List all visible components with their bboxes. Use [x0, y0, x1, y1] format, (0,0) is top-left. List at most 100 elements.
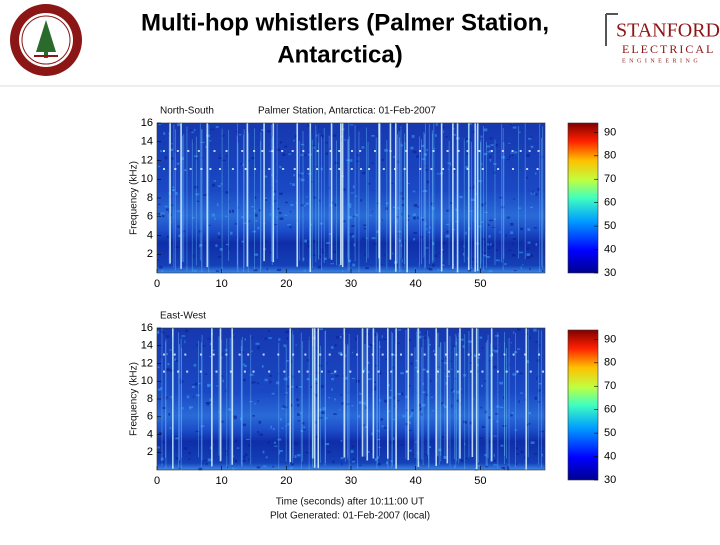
speckle [333, 250, 337, 253]
speckle [294, 455, 297, 459]
speckle [511, 153, 514, 157]
speckle [278, 449, 283, 453]
emission-dot [423, 353, 426, 356]
speckle [297, 420, 301, 422]
speckle [182, 407, 184, 410]
speckle [340, 457, 344, 460]
speckle [215, 270, 219, 272]
speckle [400, 443, 404, 446]
speckle [215, 244, 218, 248]
speckle [165, 335, 170, 338]
speckle [378, 371, 382, 375]
speckle [268, 337, 272, 339]
speckle [471, 257, 474, 261]
speckle [277, 207, 280, 210]
speckle [317, 265, 322, 269]
speckle [541, 270, 544, 272]
emission-dot [528, 150, 531, 152]
emission-dot [382, 168, 385, 170]
speckle [209, 342, 212, 346]
speckle [216, 203, 219, 207]
speckle [304, 204, 307, 207]
speckle [367, 378, 372, 381]
speckle [442, 241, 446, 245]
speckle [246, 438, 250, 440]
emission-dot [319, 353, 322, 356]
emission-dot [340, 353, 343, 356]
emission-dot [360, 168, 363, 170]
emission-dot [338, 150, 341, 152]
speckle [502, 262, 506, 266]
panel-label: East-West [160, 311, 206, 322]
speckle [330, 372, 335, 375]
emission-dot [268, 370, 271, 373]
speckle [188, 452, 191, 455]
emission-dot [213, 150, 216, 152]
speckle [279, 192, 283, 195]
emission-dot [446, 150, 449, 152]
emission-dot [470, 370, 473, 373]
speckle [226, 466, 228, 469]
emission-dot [351, 150, 354, 152]
speckle [193, 269, 197, 272]
speckle [528, 137, 532, 140]
speckle [473, 354, 478, 357]
speckle [277, 438, 282, 441]
speckle [265, 456, 268, 459]
speckle [180, 380, 184, 382]
speckle [375, 364, 378, 367]
speckle [257, 431, 259, 433]
speckle [341, 220, 346, 223]
speckle [174, 358, 177, 361]
speckle [300, 154, 304, 156]
speckle [362, 237, 365, 241]
emission-dot [225, 150, 228, 152]
speckle [526, 253, 531, 256]
speckle [277, 372, 279, 375]
speckle [195, 430, 200, 432]
speckle [366, 237, 368, 239]
speckle [479, 336, 483, 339]
footer: Plot Generated: 01-Feb-2007 (local) [270, 511, 430, 522]
speckle [194, 128, 196, 132]
speckle [478, 180, 482, 182]
speckle [456, 399, 459, 403]
speckle [537, 187, 540, 191]
x-tick-label: 50 [474, 278, 486, 290]
speckle [242, 363, 246, 365]
speckle [307, 244, 311, 247]
speckle [517, 328, 521, 331]
emission-dot [432, 150, 435, 152]
speckle [208, 403, 212, 406]
speckle [313, 145, 315, 149]
speckle [226, 243, 229, 246]
speckle [408, 339, 412, 342]
speckle [252, 415, 256, 417]
speckle [470, 198, 475, 202]
emission-dot [186, 370, 189, 373]
speckle [176, 162, 180, 165]
speckle [460, 459, 464, 462]
speckle [400, 244, 403, 248]
speckle [231, 467, 235, 470]
x-tick-label: 20 [280, 278, 292, 290]
emission-dot [359, 150, 362, 152]
emission-dot [410, 353, 413, 356]
speckle [241, 240, 245, 243]
speckle [290, 463, 294, 466]
emission-dot [262, 353, 265, 356]
speckle [351, 351, 354, 354]
speckle [170, 396, 174, 399]
speckle [213, 180, 217, 182]
speckle [211, 213, 216, 217]
speckle [192, 254, 195, 258]
speckle [300, 143, 305, 146]
speckle [535, 193, 538, 196]
speckle [487, 247, 491, 249]
speckle [412, 213, 416, 217]
speckle [294, 134, 297, 138]
emission-dot [373, 150, 376, 152]
speckle [169, 349, 172, 351]
speckle [431, 207, 435, 210]
spectrogram-background [157, 123, 545, 273]
